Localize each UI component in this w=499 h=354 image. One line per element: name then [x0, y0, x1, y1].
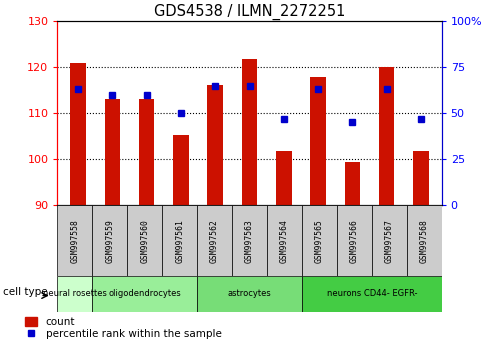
- Text: GSM997567: GSM997567: [385, 219, 394, 263]
- Text: oligodendrocytes: oligodendrocytes: [108, 289, 181, 298]
- Text: GSM997562: GSM997562: [210, 219, 219, 263]
- Bar: [232, 205, 267, 276]
- Text: GSM997559: GSM997559: [105, 219, 114, 263]
- Text: GSM997566: GSM997566: [350, 219, 359, 263]
- Bar: [407, 205, 442, 276]
- Text: neurons CD44- EGFR-: neurons CD44- EGFR-: [326, 289, 417, 298]
- Text: astrocytes: astrocytes: [228, 289, 271, 298]
- Bar: [197, 276, 302, 312]
- Bar: [57, 276, 92, 312]
- Text: neural rosettes: neural rosettes: [43, 289, 107, 298]
- Text: GSM997568: GSM997568: [420, 219, 429, 263]
- Text: GSM997560: GSM997560: [140, 219, 149, 263]
- Bar: [310, 78, 326, 205]
- Bar: [92, 276, 197, 312]
- Text: GSM997563: GSM997563: [245, 219, 254, 263]
- Bar: [337, 205, 372, 276]
- Bar: [105, 98, 120, 205]
- Bar: [173, 135, 189, 205]
- Bar: [413, 152, 429, 205]
- Bar: [276, 152, 291, 205]
- Bar: [302, 205, 337, 276]
- Text: GSM997558: GSM997558: [70, 219, 79, 263]
- Bar: [242, 59, 257, 205]
- Bar: [197, 205, 232, 276]
- Bar: [127, 205, 162, 276]
- Bar: [57, 205, 92, 276]
- Title: GDS4538 / ILMN_2272251: GDS4538 / ILMN_2272251: [154, 4, 345, 20]
- Bar: [302, 276, 442, 312]
- Text: GSM997561: GSM997561: [175, 219, 184, 263]
- Bar: [208, 85, 223, 205]
- Bar: [379, 67, 394, 205]
- Bar: [267, 205, 302, 276]
- Text: GSM997565: GSM997565: [315, 219, 324, 263]
- Legend: count, percentile rank within the sample: count, percentile rank within the sample: [25, 317, 222, 339]
- Bar: [92, 205, 127, 276]
- Text: cell type: cell type: [3, 287, 47, 297]
- Text: GSM997564: GSM997564: [280, 219, 289, 263]
- Bar: [345, 161, 360, 205]
- Bar: [162, 205, 197, 276]
- Bar: [139, 98, 154, 205]
- Bar: [372, 205, 407, 276]
- Bar: [70, 63, 86, 205]
